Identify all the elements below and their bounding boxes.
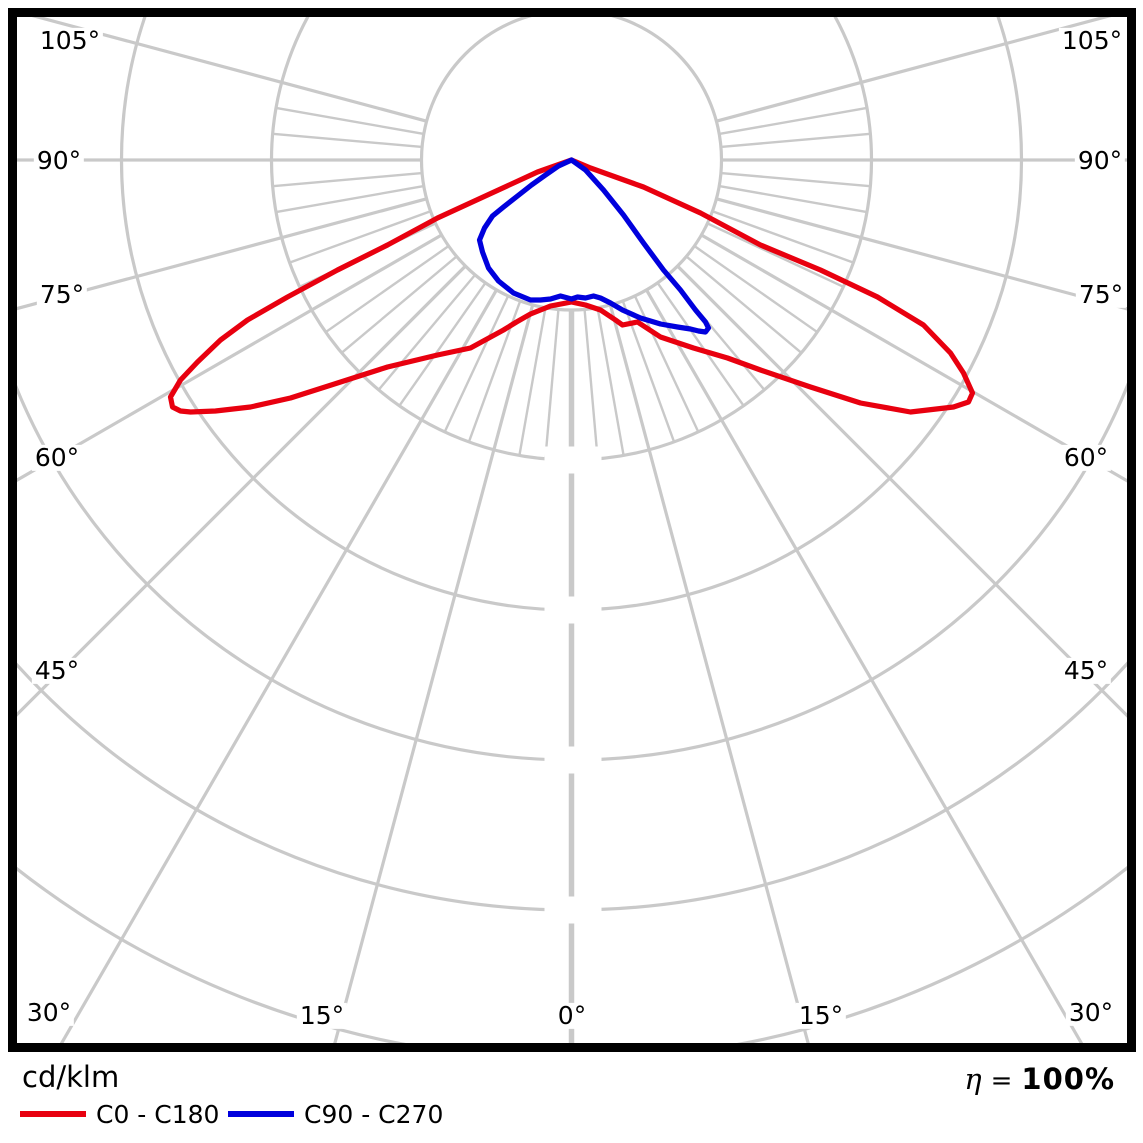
eta-value: 100% (1021, 1062, 1115, 1096)
grid-minor-spoke (377, 274, 477, 391)
grid-minor-spoke (720, 132, 871, 149)
angle-label-60deg: 60° (1060, 444, 1112, 472)
grid-minor-spoke (656, 282, 745, 407)
grid-minor-spoke (340, 255, 458, 354)
grid-minor-spoke (325, 245, 450, 334)
grid-major-spoke (700, 233, 1128, 484)
angle-label-90deg: 90° (1074, 147, 1126, 175)
angle-label-45deg: 45° (1060, 657, 1112, 685)
angle-label-90deg: 90° (33, 147, 85, 175)
angle-label-45deg: 45° (31, 657, 83, 685)
grid-minor-spoke (544, 309, 560, 459)
grid-minor-spoke (693, 245, 818, 334)
angle-label-105deg: 105° (1058, 27, 1126, 55)
grid-major-spoke (17, 264, 467, 717)
grid-minor-spoke (596, 307, 625, 456)
legend-item-label: C90 - C270 (304, 1099, 444, 1129)
blank-ring-value-box (544, 596, 602, 624)
angle-label-75deg: 75° (1075, 281, 1127, 309)
legend-item-c90-c270: C90 - C270 (228, 1099, 443, 1129)
blank-ring-value-box (544, 896, 602, 924)
legend-item-c0-c180: C0 - C180 (20, 1099, 219, 1129)
grid-minor-spoke (518, 307, 547, 456)
grid-major-spoke (645, 289, 1085, 1045)
blank-ring-value-box (544, 446, 602, 474)
grid-major-spoke (715, 17, 1112, 123)
light-output-ratio: η = 100% (964, 1062, 1115, 1096)
grid-minor-spoke (712, 210, 854, 264)
grid-major-spoke (17, 197, 428, 311)
grid-minor-spoke (583, 309, 599, 459)
grid-minor-spoke (275, 184, 424, 214)
angle-label-105deg: 105° (36, 27, 104, 55)
eta-symbol: η (964, 1062, 982, 1096)
legend-unit-label: cd/klm (22, 1060, 120, 1094)
grid-minor-spoke (289, 210, 431, 264)
grid-minor-spoke (685, 255, 803, 354)
blank-ring-value-box (544, 746, 602, 774)
c0-c180-curve (167, 157, 976, 415)
chart-frame (8, 8, 1136, 1052)
angle-label-15deg: 15° (296, 1002, 348, 1030)
angle-label-15deg: 15° (795, 1002, 847, 1030)
grid-major-spoke (31, 17, 428, 123)
legend-item-label: C0 - C180 (96, 1099, 220, 1129)
angle-label-30deg: 30° (1065, 999, 1117, 1027)
grid-minor-spoke (272, 132, 423, 149)
angle-label-75deg: 75° (36, 281, 88, 309)
grid-major-spoke (332, 304, 535, 1045)
grid-major-spoke (676, 264, 1128, 719)
angle-label-0deg: 0° (554, 1002, 590, 1030)
grid-minor-spoke (719, 184, 868, 214)
c0-c180-line-swatch (20, 1111, 86, 1117)
grid-minor-spoke (719, 106, 868, 136)
grid-minor-spoke (398, 282, 487, 407)
angle-label-60deg: 60° (31, 444, 83, 472)
angle-label-30deg: 30° (23, 999, 75, 1027)
grid-minor-spoke (720, 171, 871, 188)
grid-major-spoke (58, 289, 498, 1045)
grid-minor-spoke (272, 171, 423, 188)
eta-equals: = (990, 1066, 1013, 1096)
grid-minor-spoke (706, 222, 844, 288)
grid-minor-spoke (275, 106, 424, 136)
grid-minor-spoke (443, 295, 510, 433)
c90-c270-line-swatch (228, 1111, 294, 1117)
legend: cd/klm C0 - C180 C90 - C270 η = 100% (0, 1052, 1143, 1143)
c90-c270-curve (476, 157, 712, 335)
grid-major-spoke (17, 233, 443, 482)
grid-major-spoke (608, 304, 811, 1045)
grid-major-spoke (715, 197, 1128, 311)
